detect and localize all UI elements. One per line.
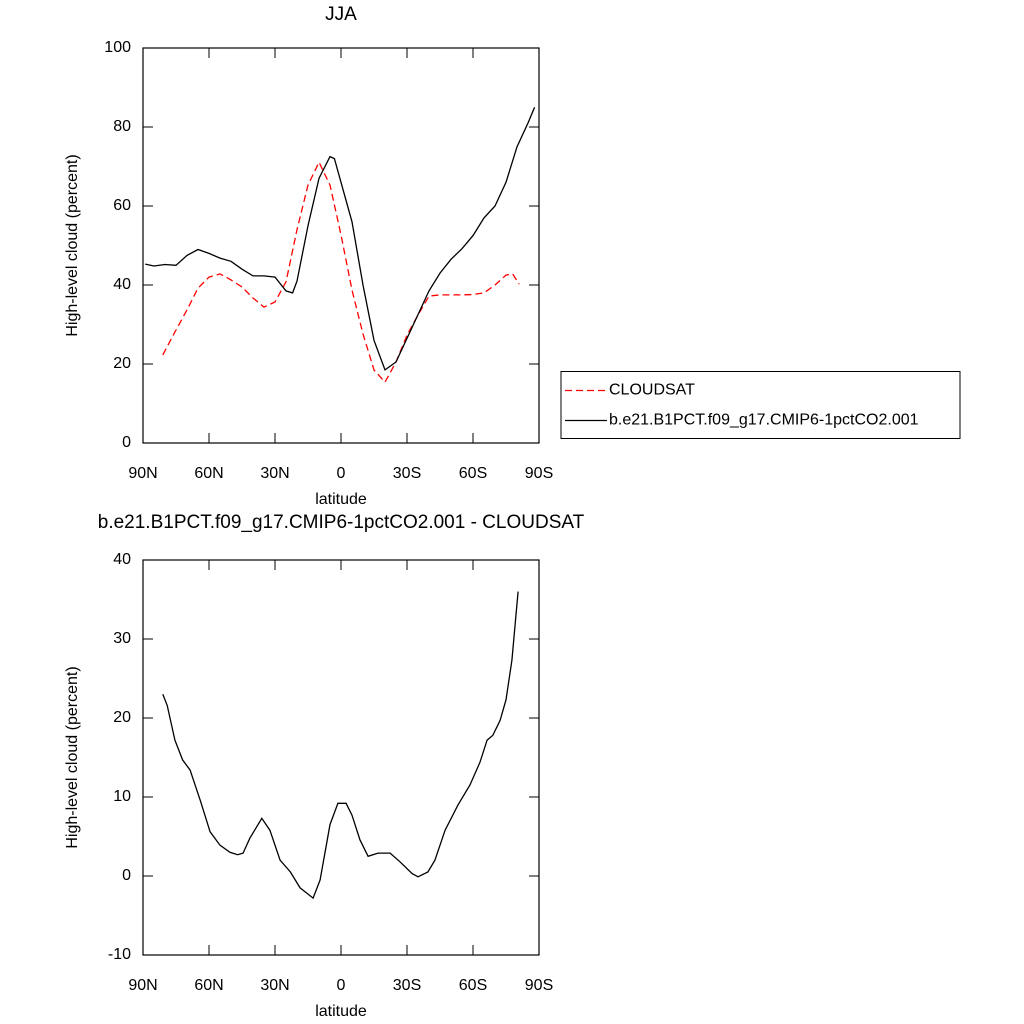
data-line [162,160,520,384]
x-tick-label: 60N [194,465,223,482]
y-axis-label: High-level cloud (percent) [64,666,81,848]
x-tick-label: 30S [393,977,421,994]
x-tick-label: 60S [459,465,487,482]
x-axis-label: latitude [315,1003,367,1020]
plot-frame [142,559,540,956]
x-tick-label: 90S [525,977,553,994]
x-axis-label: latitude [315,491,367,508]
legend-box [560,371,961,439]
chart-title: JJA [325,4,357,25]
y-tick-label: 10 [113,788,131,805]
data-line [145,107,536,371]
y-tick-label: -10 [108,946,131,963]
y-tick-label: 80 [113,118,131,135]
x-tick-label: 60N [194,977,223,994]
x-tick-label: 30S [393,465,421,482]
legend-label: CLOUDSAT [609,382,695,399]
chart-title: b.e21.B1PCT.f09_g17.CMIP6-1pctCO2.001 - … [98,512,585,533]
data-line [162,591,519,900]
plot-frame [142,47,540,444]
x-tick-label: 90S [525,465,553,482]
legend-label: b.e21.B1PCT.f09_g17.CMIP6-1pctCO2.001 [609,412,919,429]
x-tick-label: 30N [260,977,289,994]
x-tick-label: 0 [337,977,346,994]
x-tick-label: 90N [128,977,157,994]
y-tick-label: 60 [113,197,131,214]
y-tick-label: 40 [113,551,131,568]
x-tick-label: 30N [260,465,289,482]
y-tick-label: 20 [113,709,131,726]
x-tick-label: 60S [459,977,487,994]
y-tick-label: 30 [113,630,131,647]
x-tick-label: 0 [337,465,346,482]
y-tick-label: 20 [113,355,131,372]
y-tick-label: 40 [113,276,131,293]
y-tick-label: 0 [122,867,131,884]
y-tick-label: 0 [122,434,131,451]
x-tick-label: 90N [128,465,157,482]
y-tick-label: 100 [104,39,131,56]
y-axis-label: High-level cloud (percent) [64,154,81,336]
